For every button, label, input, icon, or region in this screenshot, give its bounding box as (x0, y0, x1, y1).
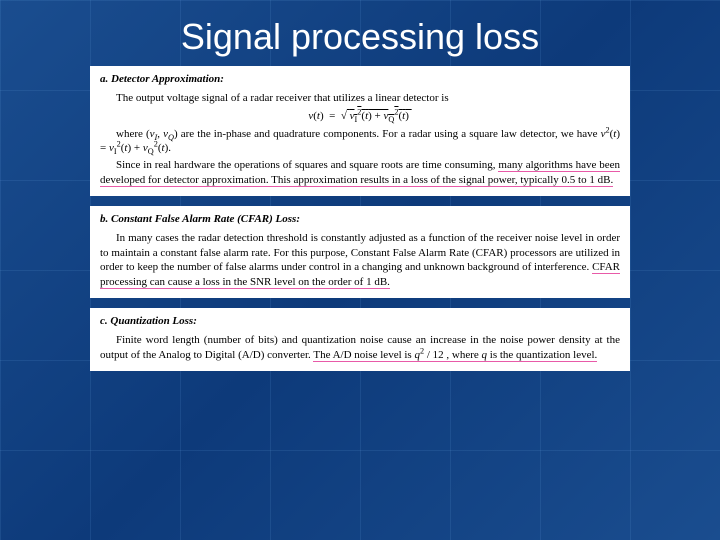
para-a2: where (vI, vQ) are the in-phase and quad… (100, 127, 620, 157)
content-area: a. Detector Approximation: The output vo… (90, 66, 630, 371)
para-c1: Finite word length (number of bits) and … (100, 333, 620, 363)
slide-title: Signal processing loss (0, 0, 720, 66)
para-b1: In many cases the radar detection thresh… (100, 231, 620, 290)
panel-quantization-loss: c. Quantization Loss: Finite word length… (90, 308, 630, 371)
heading-c: c. Quantization Loss: (100, 314, 620, 329)
para-a1: The output voltage signal of a radar rec… (100, 91, 620, 106)
heading-a: a. Detector Approximation: (100, 72, 620, 87)
highlight-c: The A/D noise level is q2 / 12 , where q… (313, 349, 597, 362)
panel-cfar-loss: b. Constant False Alarm Rate (CFAR) Loss… (90, 206, 630, 298)
heading-b: b. Constant False Alarm Rate (CFAR) Loss… (100, 212, 620, 227)
formula-a: v(t) = √ vI2(t) + vQ2(t) (100, 109, 620, 124)
panel-detector-approximation: a. Detector Approximation: The output vo… (90, 66, 630, 196)
para-a3: Since in real hardware the operations of… (100, 158, 620, 188)
